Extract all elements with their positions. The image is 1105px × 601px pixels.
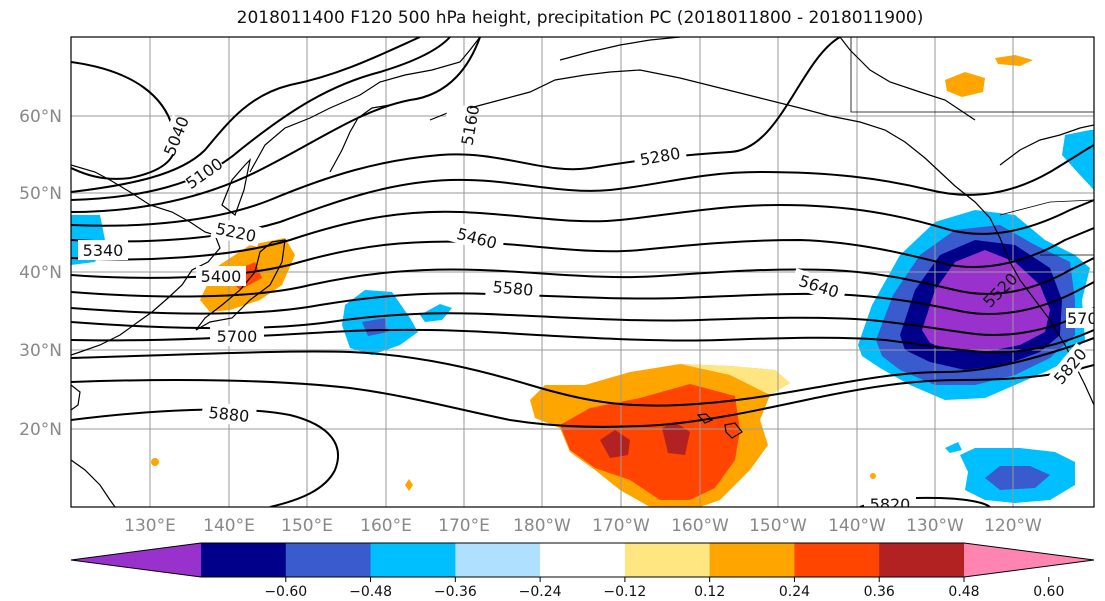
colorbar-swatch	[794, 543, 880, 577]
lon-label: 140°W	[828, 516, 886, 536]
colorbar-swatch	[285, 543, 372, 577]
lon-label: 170°W	[592, 516, 650, 536]
lat-label: 20°N	[19, 420, 62, 440]
coastlines	[71, 37, 1094, 507]
contour-label: 5580	[492, 277, 534, 299]
colorbar-swatch	[370, 543, 456, 577]
colorbar-extend-min	[71, 543, 201, 577]
lon-label: 150°E	[281, 516, 333, 536]
colorbar-swatch	[540, 543, 626, 577]
colorbar-tick-label: 0.36	[864, 584, 895, 600]
contour-label: 5700	[1067, 309, 1105, 328]
lat-label: 60°N	[19, 107, 62, 127]
contour-label: 5340	[83, 241, 124, 260]
colorbar-tick-label: 0.12	[694, 584, 725, 600]
lon-label: 170°E	[438, 516, 490, 536]
height-contours	[71, 37, 1094, 507]
colorbar-swatch	[709, 543, 795, 577]
plot-frame	[70, 36, 1095, 508]
colorbar-tick-label: −0.60	[264, 584, 307, 600]
lon-label: 120°W	[984, 516, 1042, 536]
colorbar-tick-label: −0.24	[519, 584, 562, 600]
lon-label: 130°W	[906, 516, 964, 536]
contour-label: 5880	[208, 403, 250, 426]
colorbar-tick-label: 0.48	[948, 584, 979, 600]
lat-label: 40°N	[19, 263, 62, 283]
colorbar-extend-max	[964, 543, 1094, 577]
colorbar-tick-label: 0.24	[779, 584, 810, 600]
colorbar-swatch	[201, 543, 287, 577]
colorbar-swatch	[455, 543, 541, 577]
colorbar-swatch	[624, 543, 711, 577]
colorbar: −0.60 −0.48 −0.36 −0.24 −0.12 0.12 0.24 0.36 0.4…	[70, 542, 1095, 600]
latitude-labels: 60°N 50°N 40°N 30°N 20°N	[19, 107, 62, 440]
lon-label: 130°E	[124, 516, 176, 536]
lon-label: 160°W	[671, 516, 729, 536]
lon-label: 180°W	[513, 516, 571, 536]
map-plot-area: 5040 5160 5100 5220 5280 5340 5400 5460 …	[71, 37, 1105, 514]
contour-label: 5700	[217, 327, 258, 346]
colorbar-tick-label: −0.48	[349, 584, 392, 600]
lat-label: 30°N	[19, 341, 62, 361]
map-title: 2018011400 F120 500 hPa height, precipit…	[236, 8, 924, 28]
longitude-labels: 130°E 140°E 150°E 160°E 170°E 180°W 170°…	[124, 516, 1042, 536]
lon-label: 140°E	[203, 516, 255, 536]
lon-label: 150°W	[749, 516, 807, 536]
contour-label: 5820	[870, 495, 911, 514]
contour-label: 5400	[201, 267, 242, 286]
lat-label: 50°N	[19, 184, 62, 204]
colorbar-tick-label: −0.36	[434, 584, 477, 600]
lon-label: 160°E	[360, 516, 412, 536]
colorbar-tick-label: −0.12	[603, 584, 646, 600]
colorbar-outline	[70, 542, 1095, 578]
colorbar-swatch	[879, 543, 965, 577]
colorbar-tick-label: 0.60	[1033, 584, 1064, 600]
